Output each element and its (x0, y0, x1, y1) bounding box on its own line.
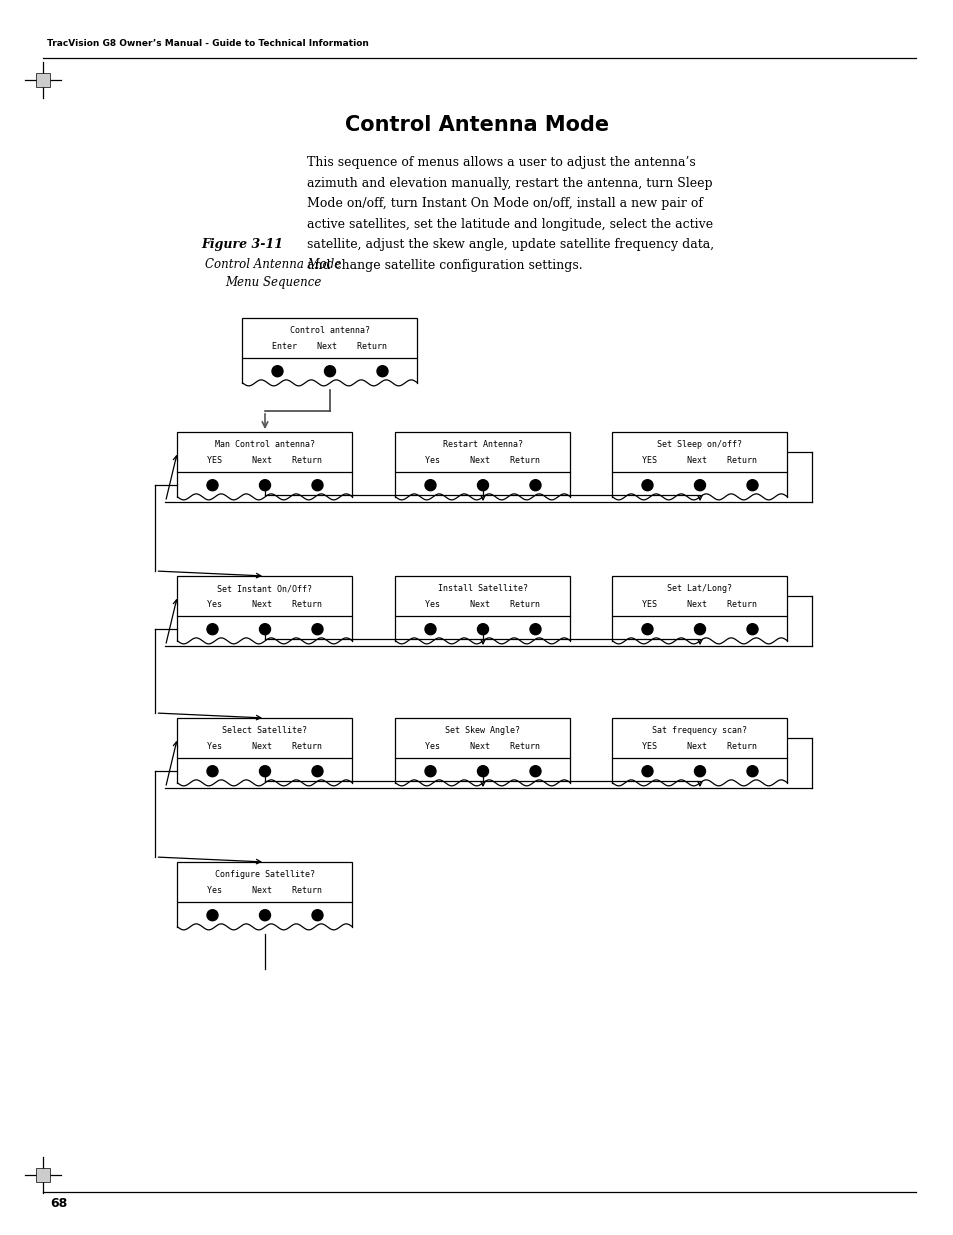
Text: YES      Next    Return: YES Next Return (208, 456, 322, 466)
Circle shape (272, 366, 283, 377)
Circle shape (424, 624, 436, 635)
Bar (177, 862, 352, 902)
Circle shape (641, 624, 652, 635)
Text: Set Skew Angle?: Set Skew Angle? (445, 726, 520, 735)
Circle shape (424, 479, 436, 490)
Text: 68: 68 (50, 1197, 67, 1210)
Circle shape (694, 766, 705, 777)
Bar (612, 576, 786, 615)
Text: Yes      Next    Return: Yes Next Return (208, 742, 322, 751)
Text: Set Lat/Long?: Set Lat/Long? (667, 584, 732, 593)
Text: Set Instant On/Off?: Set Instant On/Off? (217, 584, 313, 593)
Bar (177, 432, 352, 472)
Circle shape (530, 624, 540, 635)
Text: YES      Next    Return: YES Next Return (641, 742, 757, 751)
Text: Yes      Next    Return: Yes Next Return (425, 742, 540, 751)
Circle shape (477, 479, 488, 490)
Circle shape (694, 479, 705, 490)
Circle shape (376, 366, 388, 377)
Circle shape (312, 910, 323, 921)
Text: Mode on/off, turn Instant On Mode on/off, install a new pair of: Mode on/off, turn Instant On Mode on/off… (307, 198, 702, 210)
Bar (242, 317, 417, 358)
Text: Install Satellite?: Install Satellite? (437, 584, 527, 593)
Text: Yes      Next    Return: Yes Next Return (208, 600, 322, 609)
Circle shape (207, 766, 218, 777)
Text: active satellites, set the latitude and longitude, select the active: active satellites, set the latitude and … (307, 217, 713, 231)
Text: YES      Next    Return: YES Next Return (641, 456, 757, 466)
Bar (395, 576, 570, 615)
Bar (177, 718, 352, 757)
Text: Select Satellite?: Select Satellite? (222, 726, 307, 735)
Text: and change satellite configuration settings.: and change satellite configuration setti… (307, 258, 582, 272)
Bar (395, 718, 570, 757)
Circle shape (207, 910, 218, 921)
Text: TracVision G8 Owner’s Manual - Guide to Technical Information: TracVision G8 Owner’s Manual - Guide to … (47, 40, 369, 48)
Circle shape (312, 479, 323, 490)
Text: Configure Satellite?: Configure Satellite? (214, 871, 314, 879)
Bar (36, 1168, 50, 1182)
Text: azimuth and elevation manually, restart the antenna, turn Sleep: azimuth and elevation manually, restart … (307, 177, 712, 189)
Circle shape (641, 479, 652, 490)
Circle shape (207, 624, 218, 635)
Text: This sequence of menus allows a user to adjust the antenna’s: This sequence of menus allows a user to … (307, 156, 695, 169)
Circle shape (324, 366, 335, 377)
Text: Yes      Next    Return: Yes Next Return (425, 456, 540, 466)
Text: Restart Antenna?: Restart Antenna? (442, 440, 522, 450)
Circle shape (530, 766, 540, 777)
Text: YES      Next    Return: YES Next Return (641, 600, 757, 609)
Text: Yes      Next    Return: Yes Next Return (208, 885, 322, 895)
Text: Menu Sequence: Menu Sequence (225, 275, 321, 289)
Circle shape (530, 479, 540, 490)
Circle shape (746, 479, 758, 490)
Circle shape (259, 910, 271, 921)
Bar (395, 432, 570, 472)
Text: Figure 3-11: Figure 3-11 (201, 238, 283, 251)
Text: satellite, adjust the skew angle, update satellite frequency data,: satellite, adjust the skew angle, update… (307, 238, 714, 251)
Circle shape (641, 766, 652, 777)
Circle shape (312, 624, 323, 635)
Text: Sat frequency scan?: Sat frequency scan? (652, 726, 747, 735)
Bar (612, 718, 786, 757)
Text: Control Antenna Mode: Control Antenna Mode (345, 115, 608, 135)
Text: Control antenna?: Control antenna? (290, 326, 370, 335)
Text: Man Control antenna?: Man Control antenna? (214, 440, 314, 450)
Circle shape (259, 624, 271, 635)
Circle shape (746, 766, 758, 777)
Circle shape (259, 766, 271, 777)
Bar (36, 73, 50, 86)
Circle shape (312, 766, 323, 777)
Circle shape (207, 479, 218, 490)
Text: Set Sleep on/off?: Set Sleep on/off? (657, 440, 741, 450)
Text: Control Antenna Mode: Control Antenna Mode (205, 258, 341, 270)
Text: Yes      Next    Return: Yes Next Return (425, 600, 540, 609)
Circle shape (746, 624, 758, 635)
Circle shape (694, 624, 705, 635)
Bar (612, 432, 786, 472)
Circle shape (259, 479, 271, 490)
Circle shape (477, 766, 488, 777)
Circle shape (477, 624, 488, 635)
Text: Enter    Next    Return: Enter Next Return (273, 342, 387, 351)
Bar (177, 576, 352, 615)
Circle shape (424, 766, 436, 777)
